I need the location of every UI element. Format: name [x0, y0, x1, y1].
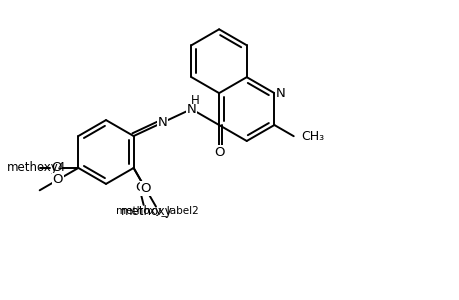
Text: methoxy_label2: methoxy_label2 [115, 205, 198, 216]
Text: N: N [275, 87, 285, 100]
Text: H: H [190, 94, 199, 106]
Text: O: O [51, 161, 62, 174]
Text: N: N [157, 116, 167, 129]
Text: O: O [140, 182, 151, 195]
Text: CH₃: CH₃ [301, 130, 324, 143]
Text: N: N [186, 103, 196, 116]
Text: O: O [213, 146, 224, 159]
Text: O: O [52, 173, 63, 186]
Text: methoxy4: methoxy4 [7, 161, 66, 174]
Text: methoxy: methoxy [120, 205, 172, 218]
Text: O: O [135, 182, 146, 194]
